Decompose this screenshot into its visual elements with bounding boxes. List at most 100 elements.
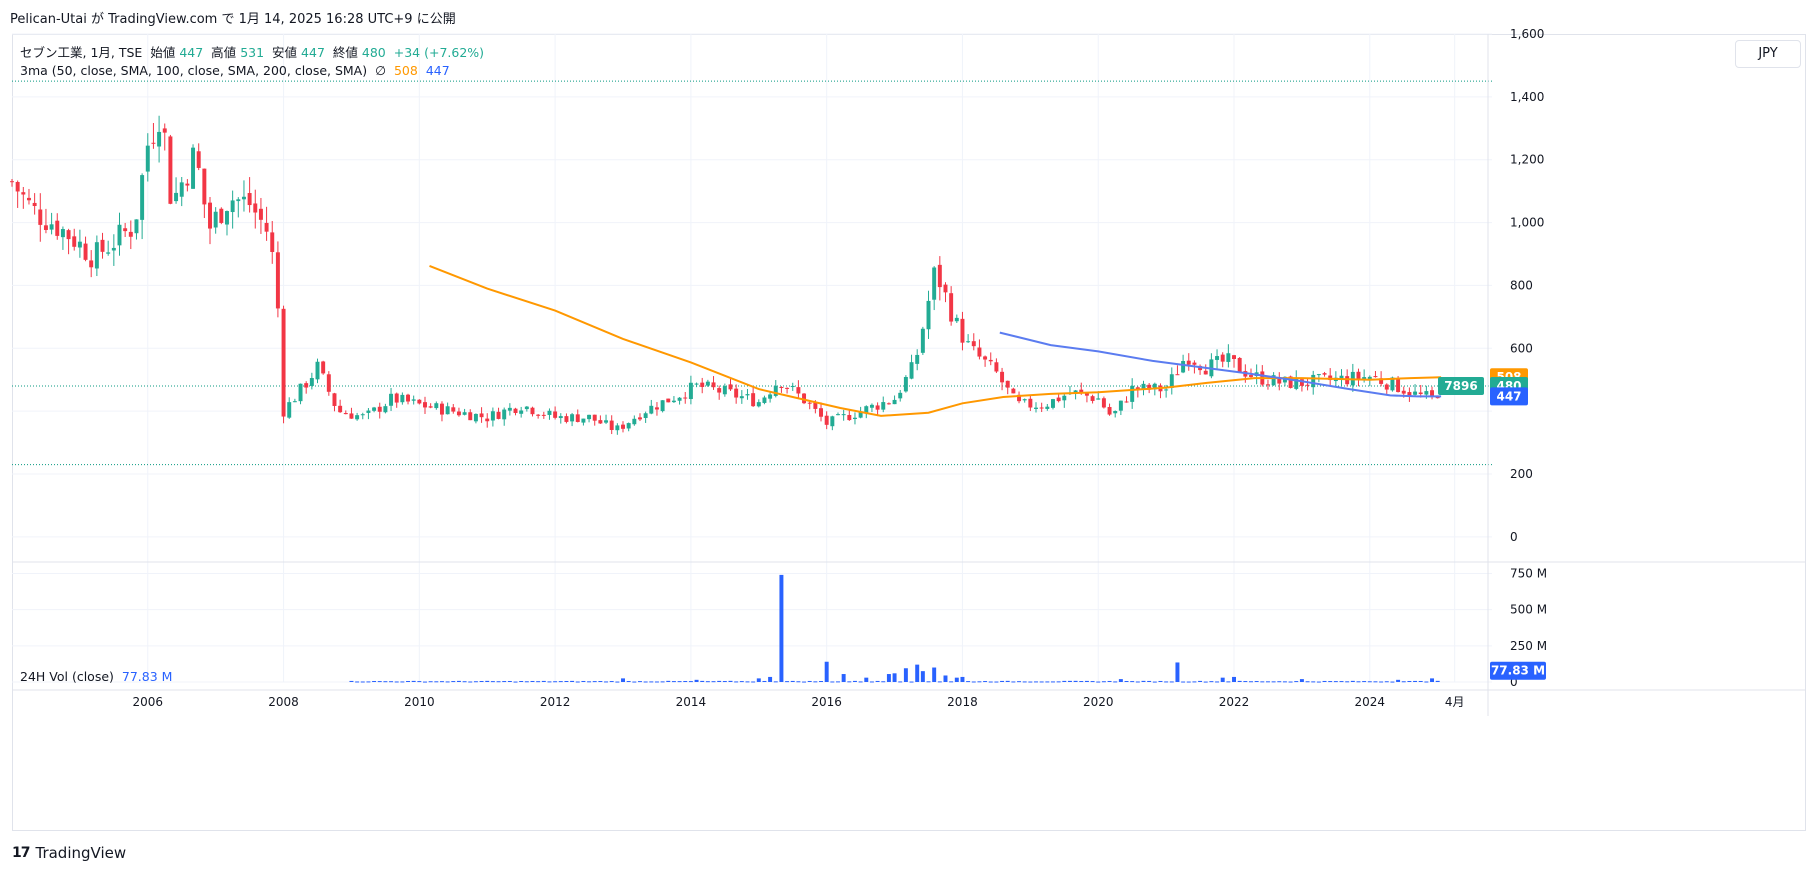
ma-200-value: 447 xyxy=(425,63,450,78)
candle-body xyxy=(1367,376,1372,379)
candle-body xyxy=(456,411,461,416)
volume-bar xyxy=(1339,681,1344,683)
candle-body xyxy=(394,393,399,403)
volume-bar xyxy=(592,681,597,683)
y-tick-label: 1,400 xyxy=(1510,90,1544,104)
volume-bar xyxy=(909,681,914,683)
candle-body xyxy=(1418,392,1423,395)
candle-body xyxy=(151,142,156,144)
volume-bar xyxy=(830,681,835,683)
candle-body xyxy=(411,399,416,401)
candle-body xyxy=(1407,392,1412,396)
candle-body xyxy=(717,388,722,393)
volume-bar xyxy=(869,681,874,683)
volume-bar xyxy=(1413,680,1418,682)
candle-body xyxy=(49,224,54,230)
candle-body xyxy=(513,408,518,414)
volume-bar xyxy=(417,681,422,683)
candle-body xyxy=(1249,375,1253,377)
volume-bar xyxy=(609,681,614,683)
candle-body xyxy=(275,252,280,309)
candle-body xyxy=(1073,390,1078,393)
volume-bar xyxy=(490,681,495,683)
volume-bar xyxy=(1198,680,1203,682)
candle-body xyxy=(66,230,71,240)
volume-bar xyxy=(389,681,394,683)
candle-body xyxy=(943,284,948,293)
candle-body xyxy=(570,414,575,422)
volume-bar xyxy=(694,679,699,682)
candle-body xyxy=(869,404,874,408)
candle-body xyxy=(1169,374,1174,388)
candle-body xyxy=(1220,354,1225,362)
candle-body xyxy=(722,386,727,395)
candle-body xyxy=(836,414,840,416)
volume-bar xyxy=(977,681,982,683)
candle-body xyxy=(241,196,246,200)
volume-bar xyxy=(355,681,360,683)
volume-bar xyxy=(819,681,824,683)
candle-body xyxy=(977,347,982,357)
candle-body xyxy=(298,383,303,402)
volume-bar xyxy=(462,681,467,683)
volume-bar xyxy=(615,681,620,683)
volume-bar xyxy=(547,681,552,683)
volume-bar xyxy=(530,680,535,682)
candle-body xyxy=(247,193,252,206)
candle-body xyxy=(1062,395,1067,401)
volume-bar xyxy=(881,681,886,683)
candle-body xyxy=(909,362,914,379)
close-countdown-label: 7896 xyxy=(1444,379,1477,393)
volume-value-label: 77.83 M xyxy=(1491,664,1545,678)
candle-body xyxy=(1181,361,1186,373)
tradingview-logo[interactable]: 17 TradingView xyxy=(12,844,126,862)
candle-body xyxy=(43,225,48,230)
x-tick-label: 2022 xyxy=(1219,695,1250,709)
volume-bar xyxy=(1435,680,1440,682)
candle-body xyxy=(881,402,886,410)
volume-bar xyxy=(920,671,925,682)
candle-body xyxy=(434,403,439,409)
volume-bar xyxy=(768,676,773,682)
volume-bar xyxy=(1215,681,1220,683)
volume-bar xyxy=(1333,681,1338,683)
ma-legend-label[interactable]: 3ma (50, close, SMA, 100, close, SMA, 20… xyxy=(20,63,368,78)
x-tick-label: 2024 xyxy=(1355,695,1386,709)
candle-body xyxy=(1401,390,1406,394)
candlestick-series xyxy=(10,115,1440,435)
candle-body xyxy=(219,208,224,223)
horizontal-lines xyxy=(12,80,1492,466)
candle-body xyxy=(1141,383,1146,389)
currency-button[interactable]: JPY xyxy=(1735,40,1801,68)
candle-body xyxy=(496,411,501,419)
candle-body xyxy=(1265,384,1270,386)
volume-bar xyxy=(898,681,903,683)
volume-bar xyxy=(1090,681,1095,683)
candle-body xyxy=(1101,398,1106,408)
volume-bar xyxy=(937,681,942,683)
candle-body xyxy=(688,382,693,400)
volume-bar xyxy=(479,681,484,683)
volume-bar xyxy=(949,681,954,683)
volume-bar xyxy=(915,664,920,682)
candle-body xyxy=(423,402,427,408)
candle-body xyxy=(751,393,756,407)
volume-bar xyxy=(762,680,767,682)
volume-bar xyxy=(671,681,676,683)
volume-bar xyxy=(1271,681,1276,683)
volume-bar xyxy=(1181,681,1186,683)
volume-bar xyxy=(1124,681,1129,683)
candle-body xyxy=(89,260,94,268)
volume-bar xyxy=(1130,681,1135,683)
price-badges: 508480447789677.83 M xyxy=(1438,368,1546,680)
volume-bar xyxy=(722,681,727,683)
candle-body xyxy=(321,361,326,374)
candle-body xyxy=(802,393,807,404)
candle-body xyxy=(479,413,484,418)
volume-label[interactable]: 24H Vol (close) xyxy=(20,669,114,684)
legend-symbol[interactable]: セブン工業, 1月, TSE xyxy=(20,45,143,60)
legend-low-label: 安値 xyxy=(272,45,298,60)
candle-body xyxy=(1316,374,1321,376)
candle-body xyxy=(140,175,145,220)
